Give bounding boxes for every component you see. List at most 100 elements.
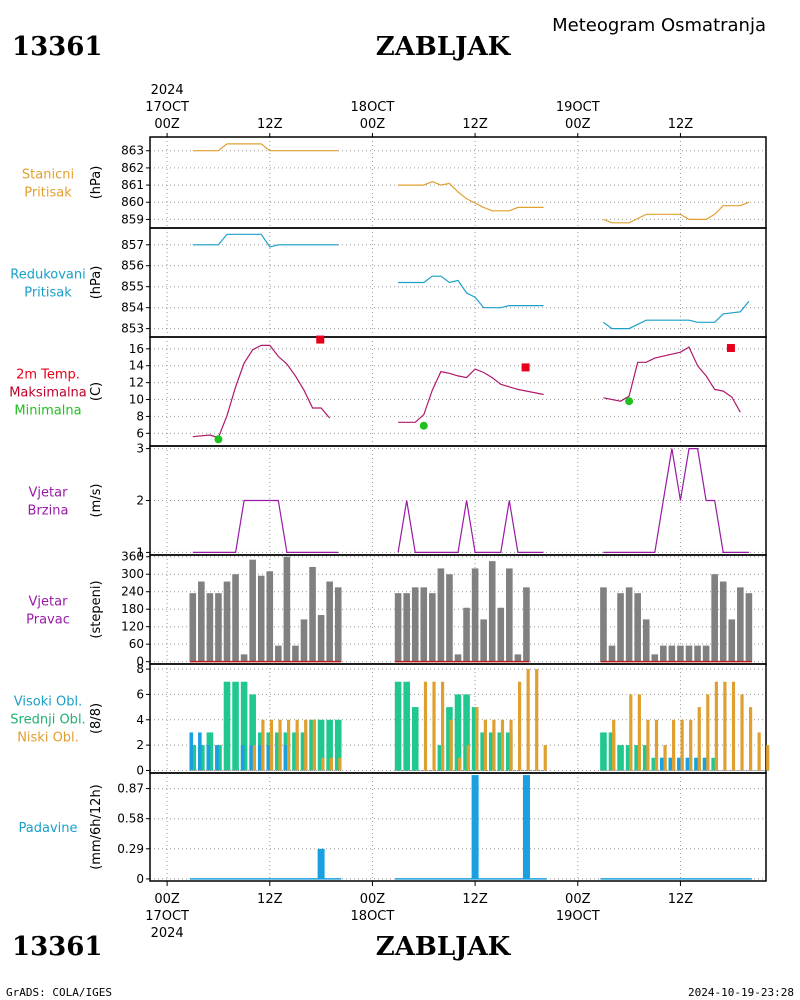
direction-bar — [309, 566, 316, 662]
direction-bar — [514, 654, 522, 662]
mid-cloud-bar — [642, 745, 650, 771]
direction-bar — [403, 593, 410, 662]
low-cloud-bar — [637, 694, 641, 771]
y-tick-label: 0.58 — [117, 812, 144, 826]
time-label-top: 2024 — [151, 83, 184, 98]
direction-bar — [266, 571, 274, 662]
mid-cloud-bar — [651, 757, 659, 771]
panel-label: Vjetar — [29, 595, 69, 610]
direction-bar — [506, 568, 513, 662]
high-cloud-bar — [206, 745, 211, 771]
direction-bar — [334, 587, 342, 662]
mid-cloud-bar — [403, 681, 410, 771]
direction-bar — [206, 593, 214, 662]
low-cloud-bar — [543, 745, 547, 771]
y-tick-label: 854 — [121, 301, 144, 315]
low-cloud-bar — [338, 757, 342, 771]
station-name-bottom: ZABLJAK — [376, 932, 512, 962]
mid-cloud-bar — [223, 681, 231, 771]
direction-bar — [523, 587, 530, 662]
mid-cloud-bar — [600, 732, 607, 771]
mid-cloud-bar — [488, 732, 496, 771]
mid-cloud-bar — [309, 719, 316, 771]
tmin-marker — [214, 435, 223, 444]
direction-bar — [215, 593, 222, 662]
direction-bar — [275, 645, 282, 662]
series-line — [192, 233, 339, 248]
direction-bar — [488, 561, 496, 662]
direction-bar — [411, 587, 419, 662]
high-cloud-bar — [660, 757, 664, 771]
series-line — [397, 500, 544, 553]
y-tick-label: 2 — [136, 494, 144, 508]
low-cloud-bar — [535, 669, 539, 771]
direction-bar — [189, 593, 197, 662]
series-line — [398, 275, 544, 309]
time-label-bottom: 00Z — [154, 892, 180, 907]
panel-wind_speed: 1 2 3 (m/s) Vjetar Brzina — [28, 442, 767, 559]
mid-cloud-bar — [240, 681, 248, 771]
panel-temperature: 6 8 10 12 14 16 (C) 2m Temp. Maksimalna Minimalna — [9, 335, 767, 447]
direction-bar — [223, 581, 231, 662]
panel-precipitation: 0 0.29 0.58 0.87 (mm/6h/12h) Padavine — [19, 772, 767, 886]
time-label-bottom: 12Z — [257, 892, 283, 907]
y-tick-label: 60 — [129, 637, 144, 651]
y-tick-label: 8 — [136, 662, 144, 676]
panel-station_pressure: 859 860 861 862 863 (hPa) Stanicni Pritisak — [22, 136, 767, 229]
high-cloud-bar — [189, 732, 194, 771]
direction-bar — [292, 645, 299, 662]
high-cloud-bar — [685, 757, 690, 771]
low-cloud-bar — [321, 757, 325, 771]
low-cloud-bar — [689, 719, 693, 771]
y-tick-label: 6 — [136, 426, 144, 440]
low-cloud-bar — [714, 681, 718, 771]
time-axis: 2024 17OCT 00Z 12Z 18OCT 00Z 12Z 19OCT 00Z 12Z 00Z… — [145, 83, 693, 941]
direction-bar — [745, 593, 753, 662]
y-tick-label: 120 — [121, 620, 144, 634]
time-label-bottom: 00Z — [360, 892, 386, 907]
direction-bar — [454, 654, 462, 662]
direction-bar — [625, 587, 633, 662]
low-cloud-bar — [697, 707, 701, 771]
panel-cloudiness: 0 2 4 6 8 (8/8) Visoki Obl. Srednji Obl. Niski O… — [10, 662, 770, 777]
high-cloud-bar — [677, 757, 681, 771]
series-line — [603, 301, 750, 330]
direction-bar — [437, 568, 445, 662]
panel-label: Padavine — [19, 821, 78, 836]
time-label-bottom: 17OCT — [145, 909, 189, 924]
low-cloud-bar — [329, 757, 333, 771]
direction-bar — [317, 615, 325, 662]
panel-frame — [149, 772, 767, 882]
direction-bar — [420, 587, 428, 662]
mid-cloud-bar — [437, 745, 445, 771]
high-cloud-bar — [198, 732, 202, 771]
time-label-top: 00Z — [565, 117, 591, 132]
y-tick-label: 10 — [129, 393, 144, 407]
time-label-top: 12Z — [668, 117, 694, 132]
low-cloud-bar — [612, 719, 616, 771]
low-cloud-bar — [500, 719, 505, 771]
direction-bar — [711, 574, 718, 662]
low-cloud-bar — [757, 732, 761, 771]
low-cloud-bar — [475, 707, 479, 771]
mid-cloud-bar — [497, 732, 505, 771]
high-cloud-bar — [240, 745, 245, 771]
time-label-bottom: 12Z — [462, 892, 488, 907]
time-label-top: 12Z — [257, 117, 283, 132]
low-cloud-bar — [449, 719, 453, 771]
time-label-bottom: 2024 — [151, 926, 184, 941]
direction-bar — [446, 574, 453, 662]
mid-cloud-bar — [625, 745, 633, 771]
y-tick-label: 863 — [121, 144, 144, 158]
y-axis-label: (m/s) — [89, 484, 104, 518]
low-cloud-bar — [671, 719, 676, 771]
time-label-bottom: 18OCT — [351, 909, 395, 924]
time-label-top: 19OCT — [556, 100, 600, 115]
low-cloud-bar — [261, 719, 265, 771]
direction-bar — [249, 559, 256, 662]
y-axis-label: (8/8) — [89, 703, 104, 734]
tmax-marker — [726, 343, 735, 352]
series-line — [192, 143, 339, 152]
y-tick-label: 4 — [136, 713, 144, 727]
direction-bar — [694, 645, 701, 662]
